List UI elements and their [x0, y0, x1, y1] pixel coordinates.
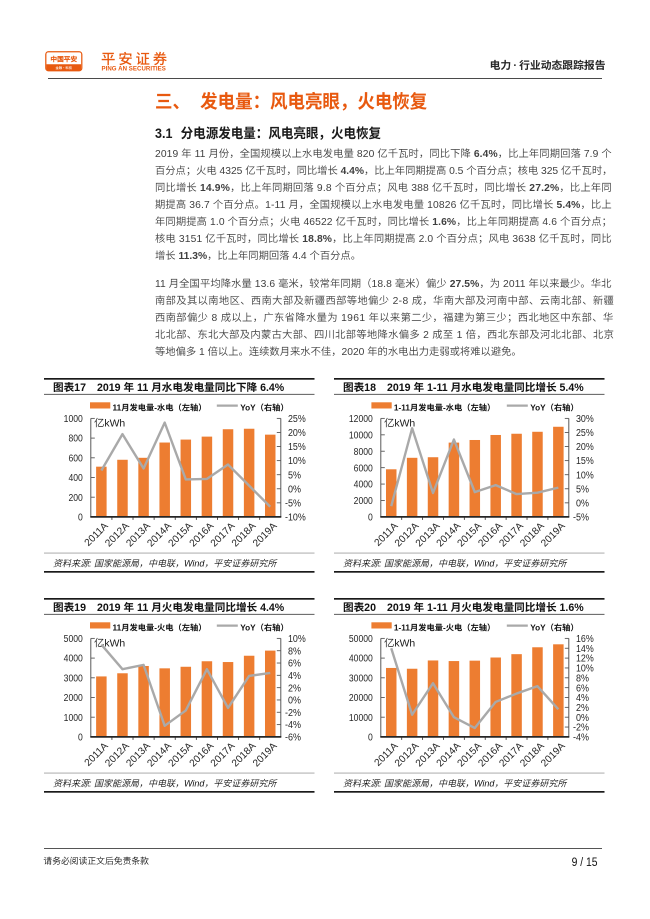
svg-text:12000: 12000	[349, 414, 373, 425]
svg-text:2019 年 1-11 月水电发电量同比增长 5.4%: 2019 年 1-11 月水电发电量同比增长 5.4%	[387, 381, 584, 394]
svg-text:40000: 40000	[349, 654, 373, 665]
svg-text:2019A: 2019A	[251, 521, 280, 550]
svg-text:5000: 5000	[64, 634, 83, 645]
svg-text:10000: 10000	[349, 713, 373, 724]
svg-text:图表20: 图表20	[343, 602, 376, 614]
svg-text:0: 0	[78, 513, 83, 524]
svg-text:800: 800	[68, 434, 83, 445]
svg-text:YoY（右轴）: YoY（右轴）	[530, 403, 578, 413]
svg-text:10000: 10000	[349, 430, 373, 441]
svg-text:8000: 8000	[354, 447, 373, 458]
svg-text:-2%: -2%	[285, 708, 301, 719]
svg-text:5%: 5%	[576, 484, 589, 495]
svg-text:中国平安: 中国平安	[50, 53, 77, 63]
svg-text:亿kWh: 亿kWh	[384, 637, 415, 649]
svg-text:1-11月发电量-水电（左轴）: 1-11月发电量-水电（左轴）	[394, 403, 495, 413]
svg-text:2019 年 11 月水电发电量同比下降 6.4%: 2019 年 11 月水电发电量同比下降 6.4%	[97, 381, 285, 394]
svg-text:6000: 6000	[354, 463, 373, 474]
svg-text:11月发电量-火电（左轴）: 11月发电量-火电（左轴）	[113, 623, 207, 633]
svg-text:2019 年 11 月火电发电量同比增长 4.4%: 2019 年 11 月火电发电量同比增长 4.4%	[97, 601, 285, 614]
svg-text:400: 400	[68, 473, 83, 484]
svg-text:5%: 5%	[288, 470, 301, 481]
svg-text:2019A: 2019A	[539, 521, 568, 550]
svg-text:金融·科技: 金融·科技	[56, 65, 73, 70]
svg-text:-5%: -5%	[573, 513, 589, 524]
svg-text:1000: 1000	[64, 713, 83, 724]
svg-text:15%: 15%	[288, 442, 306, 453]
svg-text:YoY（右轴）: YoY（右轴）	[240, 623, 288, 633]
svg-text:亿kWh: 亿kWh	[384, 417, 415, 429]
svg-text:YoY（右轴）: YoY（右轴）	[240, 403, 288, 413]
svg-text:20%: 20%	[576, 442, 594, 453]
svg-text:2%: 2%	[576, 703, 589, 714]
svg-text:4000: 4000	[64, 654, 83, 665]
svg-text:YoY（右轴）: YoY（右轴）	[530, 623, 578, 633]
svg-text:600: 600	[68, 453, 83, 464]
svg-text:0: 0	[78, 733, 83, 744]
svg-text:14%: 14%	[576, 644, 594, 655]
svg-text:10%: 10%	[576, 664, 594, 675]
svg-text:1-11月发电量-火电（左轴）: 1-11月发电量-火电（左轴）	[394, 623, 495, 633]
svg-text:-6%: -6%	[285, 733, 301, 744]
svg-text:30000: 30000	[349, 673, 373, 684]
svg-text:2019 年 1-11 月火电发电量同比增长 1.6%: 2019 年 1-11 月火电发电量同比增长 1.6%	[387, 601, 584, 614]
svg-text:资料来源: 国家能源局，中电联，Wind，平安证券研究所: 资料来源: 国家能源局，中电联，Wind，平安证券研究所	[343, 559, 568, 569]
svg-text:1000: 1000	[64, 414, 83, 425]
svg-text:4000: 4000	[354, 480, 373, 491]
svg-text:亿kWh: 亿kWh	[94, 417, 125, 429]
svg-text:25%: 25%	[288, 414, 306, 425]
svg-text:0%: 0%	[288, 696, 301, 707]
svg-text:25%: 25%	[576, 428, 594, 439]
svg-text:2019A: 2019A	[251, 741, 280, 770]
svg-text:0: 0	[368, 733, 373, 744]
svg-text:11月发电量-水电（左轴）: 11月发电量-水电（左轴）	[113, 403, 207, 413]
svg-text:亿kWh: 亿kWh	[94, 637, 125, 649]
svg-text:4%: 4%	[288, 671, 301, 682]
svg-text:-4%: -4%	[285, 720, 301, 731]
svg-text:2000: 2000	[64, 693, 83, 704]
svg-text:16%: 16%	[576, 634, 594, 645]
svg-text:图表17: 图表17	[53, 382, 86, 394]
svg-text:2000: 2000	[354, 496, 373, 507]
svg-text:-4%: -4%	[573, 733, 589, 744]
svg-text:0: 0	[368, 513, 373, 524]
svg-text:200: 200	[68, 493, 83, 504]
svg-text:0%: 0%	[576, 713, 589, 724]
svg-text:6%: 6%	[576, 683, 589, 694]
svg-text:图表18: 图表18	[343, 382, 376, 394]
svg-text:资料来源: 国家能源局，中电联，Wind，平安证券研究所: 资料来源: 国家能源局，中电联，Wind，平安证券研究所	[343, 779, 568, 789]
svg-text:30%: 30%	[576, 414, 594, 425]
svg-text:3000: 3000	[64, 673, 83, 684]
svg-text:0%: 0%	[576, 498, 589, 509]
svg-text:-5%: -5%	[285, 498, 301, 509]
svg-text:-10%: -10%	[285, 513, 306, 524]
svg-text:15%: 15%	[576, 456, 594, 467]
svg-text:8%: 8%	[576, 673, 589, 684]
svg-text:20%: 20%	[288, 428, 306, 439]
svg-text:图表19: 图表19	[53, 602, 86, 614]
svg-text:2019A: 2019A	[539, 741, 568, 770]
svg-text:资料来源: 国家能源局，中电联，Wind，平安证券研究所: 资料来源: 国家能源局，中电联，Wind，平安证券研究所	[53, 559, 278, 569]
svg-text:PING AN SECURITIES: PING AN SECURITIES	[102, 65, 166, 72]
svg-text:6%: 6%	[288, 659, 301, 670]
svg-text:2%: 2%	[288, 683, 301, 694]
svg-text:4%: 4%	[576, 693, 589, 704]
svg-text:-2%: -2%	[573, 723, 589, 734]
svg-text:0%: 0%	[288, 484, 301, 495]
svg-text:12%: 12%	[576, 654, 594, 665]
svg-text:8%: 8%	[288, 646, 301, 657]
svg-text:10%: 10%	[576, 470, 594, 481]
svg-text:10%: 10%	[288, 456, 306, 467]
svg-text:20000: 20000	[349, 693, 373, 704]
svg-text:平安证券: 平安证券	[101, 48, 170, 69]
svg-text:10%: 10%	[288, 634, 306, 645]
svg-text:50000: 50000	[349, 634, 373, 645]
svg-text:资料来源: 国家能源局，中电联，Wind，平安证券研究所: 资料来源: 国家能源局，中电联，Wind，平安证券研究所	[53, 779, 278, 789]
